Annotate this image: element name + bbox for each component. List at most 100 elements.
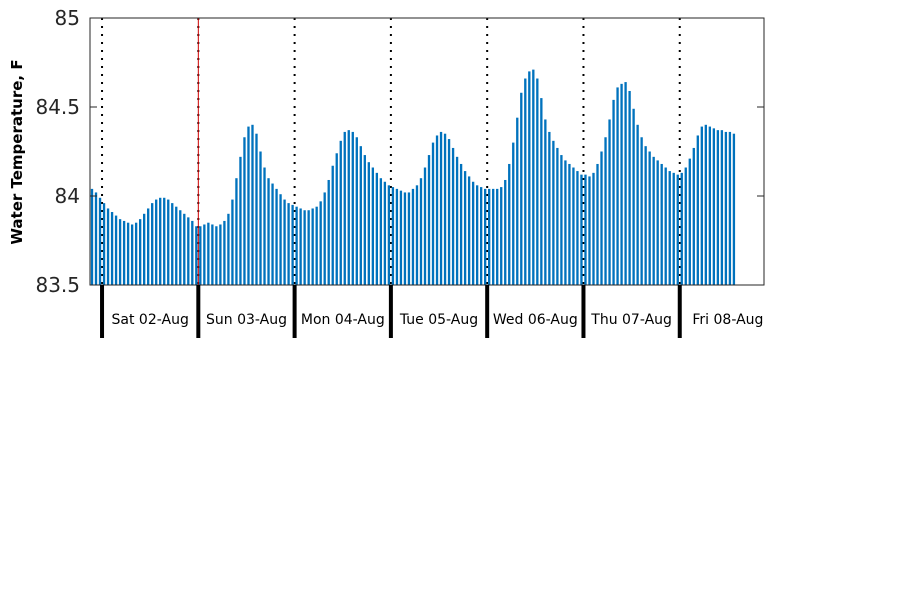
temperature-bar [367, 162, 370, 285]
temperature-bar [656, 160, 659, 285]
temperature-bar [604, 137, 607, 285]
temperature-bar [504, 179, 507, 285]
temperature-bar [183, 213, 186, 285]
temperature-bar [632, 108, 635, 285]
temperature-bar [299, 208, 302, 285]
temperature-bar [624, 82, 627, 285]
temperature-bar [475, 185, 479, 285]
temperature-bar [319, 201, 322, 285]
temperature-bar [524, 78, 527, 286]
temperature-bar [419, 178, 423, 285]
day-label: Thu 07-Aug [590, 312, 672, 328]
temperature-bar [383, 181, 387, 285]
temperature-bar [496, 188, 499, 285]
temperature-bar [187, 217, 190, 285]
temperature-bar [243, 137, 246, 285]
temperature-bar [580, 174, 583, 285]
temperature-bar [167, 199, 170, 285]
temperature-bar [227, 213, 230, 285]
temperature-bar [375, 172, 379, 285]
temperature-bar [191, 220, 194, 285]
temperature-bar [732, 133, 736, 285]
temperature-bar [447, 139, 451, 285]
temperature-bar [379, 178, 383, 285]
temperature-bar [484, 188, 487, 285]
temperature-bar [720, 130, 724, 285]
temperature-bar [311, 208, 314, 285]
temperature-bar [363, 155, 366, 285]
temperature-bar [596, 163, 599, 285]
temperature-bar [512, 142, 515, 285]
temperature-bar [90, 188, 94, 285]
temperature-bar [664, 167, 667, 285]
temperature-bar [576, 171, 579, 285]
temperature-bar [159, 197, 162, 285]
temperature-bar [668, 171, 671, 285]
temperature-bar [287, 203, 290, 285]
temperature-bar [138, 219, 142, 285]
temperature-bar [98, 197, 102, 285]
temperature-bar [427, 155, 431, 285]
day-label: Mon 04-Aug [301, 312, 385, 328]
temperature-bar [323, 192, 326, 285]
temperature-bar [467, 176, 471, 285]
temperature-bar [435, 135, 439, 285]
plot-frame [89, 17, 765, 286]
y-axis-label: Water Temperature, F [8, 59, 26, 244]
temperature-bar [295, 206, 298, 285]
temperature-bar [171, 203, 174, 285]
y-tick-label: 84 [55, 184, 80, 208]
temperature-bar [399, 190, 403, 285]
temperature-bar [500, 187, 503, 285]
temperature-bar [351, 131, 354, 285]
temperature-bar [616, 87, 619, 285]
day-label: Tue 05-Aug [399, 312, 478, 328]
day-label: Sat 02-Aug [112, 312, 189, 328]
temperature-bar [560, 155, 563, 285]
y-tick-label: 83.5 [35, 273, 80, 297]
temperature-bar [640, 137, 643, 285]
temperature-bar [407, 192, 411, 285]
temperature-bar [271, 183, 274, 285]
temperature-bar [492, 188, 495, 285]
temperature-bar [215, 226, 218, 285]
temperature-bar [355, 137, 358, 285]
temperature-bar [275, 188, 278, 285]
temperature-bar [211, 224, 214, 285]
temperature-bar [536, 78, 539, 286]
temperature-bar [122, 220, 126, 285]
temperature-bar [155, 199, 158, 285]
temperature-bar [708, 126, 712, 285]
temperature-bar [147, 208, 150, 285]
temperature-bar [508, 163, 511, 285]
temperature-bar [415, 185, 419, 285]
temperature-bar [564, 160, 567, 285]
temperature-bar [143, 213, 146, 285]
temperature-bar [347, 130, 350, 285]
temperature-bar [179, 210, 182, 285]
temperature-bar [94, 192, 98, 285]
temperature-bar [339, 140, 342, 285]
temperature-bar [724, 131, 728, 285]
temperature-bar [556, 147, 559, 285]
temperature-bar [451, 147, 455, 285]
temperature-bar [636, 124, 639, 285]
temperature-bar [431, 142, 435, 285]
temperature-bar [528, 71, 531, 286]
temperature-bar [114, 215, 118, 285]
temperature-bar [532, 69, 535, 286]
temperature-bar [716, 130, 720, 285]
temperature-bar [219, 224, 222, 285]
temperature-bar [704, 124, 707, 285]
day-axis: Sat 02-Aug Sun 03-Aug Mon 04-Aug Tue 05-Aug… [100, 285, 763, 338]
temperature-bar [126, 222, 130, 285]
temperature-bar [327, 179, 330, 285]
temperature-bar [403, 192, 407, 285]
temperature-bar [283, 199, 286, 285]
temperature-bar [692, 147, 695, 285]
temperature-bar [600, 151, 603, 285]
temperature-bar [175, 206, 178, 285]
temperature-bar [688, 158, 691, 285]
temperature-bar [207, 222, 210, 285]
